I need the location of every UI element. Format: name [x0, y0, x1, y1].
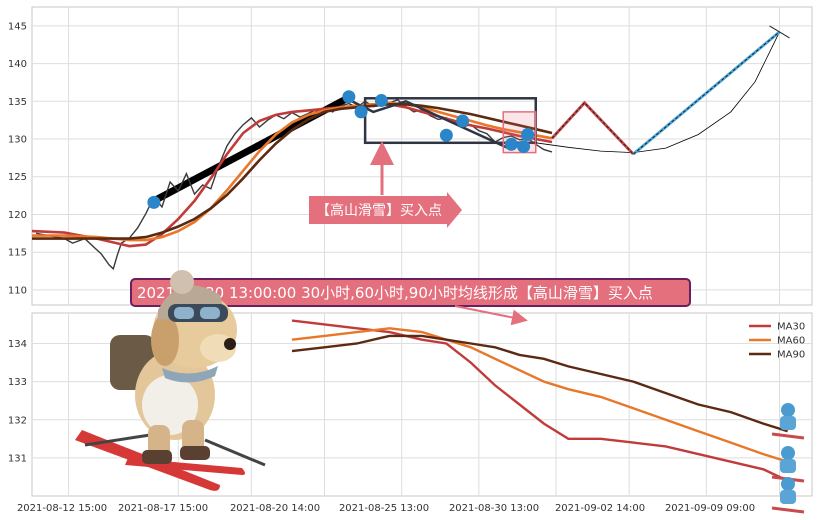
top-panel-frame [31, 6, 813, 306]
pivot-marker [439, 128, 453, 142]
pivot-marker [504, 137, 518, 151]
y-tick-label: 145 [8, 21, 27, 32]
buy-point-label: 【高山滑雪】买入点 [316, 202, 442, 219]
y-tick-label: 120 [8, 210, 27, 221]
x-tick-label: 2021-08-17 15:00 [118, 503, 208, 514]
top-panel: 110 115 120 125 130 135 140 145 [8, 6, 813, 306]
projection-red-dash [551, 102, 634, 155]
legend-label-ma60: MA60 [777, 336, 805, 347]
pattern-annotation: 2021-08-30 13:00:00 30小时,60小时,90小时均线形成【高… [130, 278, 691, 326]
x-tick-label: 2021-09-09 09:00 [665, 503, 755, 514]
x-tick-label: 2021-08-25 13:00 [339, 503, 429, 514]
bottom-plot [291, 319, 789, 482]
y-tick-label: 110 [8, 285, 27, 296]
y-tick-label: 125 [8, 172, 27, 183]
small-skiing-dog-icon [771, 403, 805, 514]
ma-line-ma60 [32, 101, 553, 242]
top-plot [31, 25, 790, 271]
pivot-marker [456, 114, 470, 128]
annotation-box [130, 278, 691, 307]
legend[interactable]: MA30 MA60 MA90 [749, 322, 805, 361]
annotation-arrow [454, 305, 528, 326]
y-tick-label: 140 [8, 59, 27, 70]
x-tick-label: 2021-08-12 15:00 [17, 503, 107, 514]
pivot-marker [517, 140, 531, 154]
skiing-dog-icon [75, 270, 266, 491]
y-tick-label: 134 [8, 339, 27, 350]
y-tick-label: 130 [8, 135, 27, 146]
pivot-marker [354, 105, 368, 119]
buy-point-callout: 【高山滑雪】买入点 [309, 141, 462, 228]
y-tick-label: 131 [8, 453, 27, 464]
ma-line-ma30-bottom [291, 319, 789, 482]
ma-line-ma60-bottom [291, 327, 788, 463]
target-bracket [769, 25, 790, 39]
ma-line-ma90 [32, 103, 553, 240]
ma-line-ma90-bottom [291, 334, 788, 433]
y-tick-label: 135 [8, 97, 27, 108]
pivot-marker [342, 90, 356, 104]
bottom-y-ticks: 131 132 133 134 [8, 339, 27, 464]
top-y-ticks: 110 115 120 125 130 135 140 145 [8, 21, 27, 296]
buy-point-banner [309, 192, 462, 228]
projection-blue-dash [632, 31, 780, 155]
annotation-text: 2021-08-30 13:00:00 30小时,60小时,90小时均线形成【高… [137, 284, 653, 302]
y-tick-label: 133 [8, 377, 27, 388]
x-tick-label: 2021-08-20 14:00 [230, 503, 320, 514]
y-tick-label: 115 [8, 248, 27, 259]
projection-curve [535, 31, 780, 154]
x-tick-label: 2021-08-30 13:00 [449, 503, 539, 514]
legend-label-ma90: MA90 [777, 350, 805, 361]
pivot-marker [147, 195, 161, 209]
ma-line-ma30 [31, 103, 553, 248]
pivot-marker [521, 127, 535, 141]
x-ticks: 2021-08-12 15:00 2021-08-17 15:00 2021-08-… [17, 503, 755, 514]
y-tick-label: 132 [8, 415, 27, 426]
x-tick-label: 2021-09-02 14:00 [555, 503, 645, 514]
legend-label-ma30: MA30 [777, 322, 805, 333]
pivot-marker [374, 94, 388, 108]
